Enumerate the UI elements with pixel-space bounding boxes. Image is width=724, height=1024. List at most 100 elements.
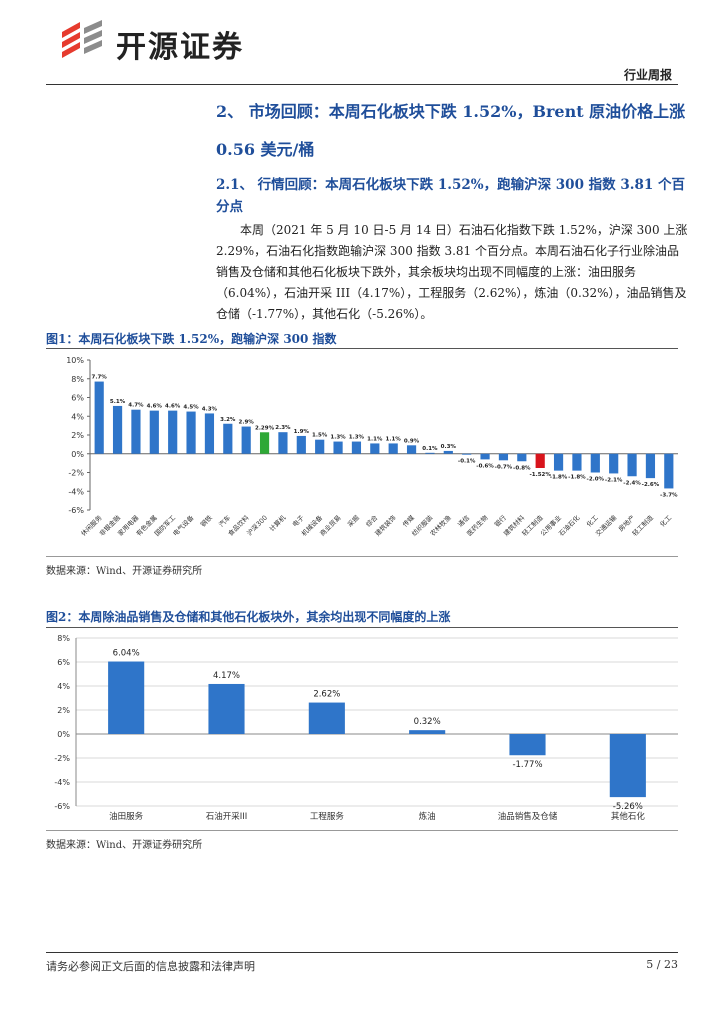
bar — [425, 452, 435, 454]
data-label: -0.6% — [476, 463, 494, 469]
bar — [409, 730, 446, 734]
bar — [208, 683, 245, 734]
footer-rule — [46, 952, 678, 953]
y-tick-label: 2% — [71, 431, 84, 440]
figure2-chart: 8% 6% 4% 2% 0% -2% -4% -6% 6.04% 油田服务 4.17% 石油开采III… — [54, 634, 678, 822]
figure2-title: 图2：本周除油品销售及仓储和其他石化板块外，其余均出现不同幅度的上涨 — [46, 610, 451, 624]
data-label: 1.3% — [349, 435, 365, 441]
bar — [553, 453, 564, 471]
x-tick-label: 银行 — [492, 513, 508, 529]
bar — [333, 441, 343, 454]
data-label: 1.1% — [386, 436, 402, 442]
paragraph-line: 仓储（-1.77%），其他石化（-5.26%）。 — [216, 307, 433, 321]
x-tick-label: 建筑装饰 — [373, 513, 398, 538]
figure2-rule — [46, 627, 678, 628]
x-tick-label: 石油石化 — [557, 513, 582, 538]
x-tick-label: 钢铁 — [198, 513, 214, 529]
x-tick-label: 交通运输 — [593, 513, 618, 538]
bar — [590, 453, 600, 473]
figure1-title: 图1：本周石化板块下跌 1.52%，跑输沪深 300 指数 — [46, 332, 337, 346]
data-label: -1.8% — [550, 475, 568, 481]
section-title-line1: 2、 市场回顾：本周石化板块下跌 1.52%，Brent 原油价格上涨 — [216, 102, 686, 121]
paragraph-line: 本周（2021 年 5 月 10 日-5 月 14 日）石油石化指数下跌 1.5… — [240, 223, 688, 237]
data-label: 4.5% — [183, 405, 199, 411]
header-rule — [46, 84, 678, 85]
bar — [664, 453, 674, 489]
bar — [535, 453, 545, 468]
data-label: 0.9% — [404, 438, 420, 444]
body-paragraph: 本周（2021 年 5 月 10 日-5 月 14 日）石油石化指数下跌 1.5… — [216, 220, 688, 325]
x-tick-label: 化工 — [584, 513, 600, 529]
page-number: 5 / 23 — [646, 958, 678, 971]
bar — [112, 405, 123, 454]
figure1-source: 数据来源：Wind、开源证券研究所 — [46, 566, 203, 577]
logo-name: 开源证券 — [116, 30, 244, 65]
bar — [259, 432, 270, 454]
figure1-rule — [46, 348, 678, 349]
x-tick-label: 综合 — [364, 513, 380, 529]
data-label: 6.04% — [113, 649, 140, 659]
section-title-cont: 0.56 美元/桶 — [216, 136, 314, 160]
data-label: -2.4% — [623, 480, 641, 486]
y-tick-label: 4% — [57, 682, 70, 691]
x-tick-label: 油品销售及仓储 — [498, 811, 558, 822]
bar — [509, 734, 546, 756]
data-label: -2.1% — [605, 477, 623, 483]
y-tick-label: 10% — [66, 356, 84, 365]
bar — [223, 423, 233, 454]
x-tick-label: 计算机 — [267, 513, 288, 534]
data-label: 3.2% — [220, 417, 236, 423]
section-title: 2、 市场回顾：本周石化板块下跌 1.52%，Brent 原油价格上涨 — [216, 98, 685, 122]
y-tick-label: 0% — [71, 450, 84, 459]
data-label: -1.52% — [530, 472, 552, 478]
x-tick-label: 通信 — [456, 513, 472, 529]
y-tick-label: 4% — [71, 412, 84, 421]
bar — [131, 409, 141, 454]
y-tick-label: -2% — [68, 469, 84, 478]
data-label: 1.9% — [294, 429, 310, 435]
data-label: 4.6% — [165, 404, 181, 410]
data-label: -1.77% — [512, 760, 542, 770]
data-label: -0.7% — [495, 464, 513, 470]
data-label: 4.3% — [202, 406, 218, 412]
bar — [480, 453, 490, 460]
bar — [168, 410, 178, 454]
bar — [572, 453, 582, 471]
bar — [443, 450, 453, 454]
data-label: -0.8% — [513, 465, 531, 471]
y-tick-label: 0% — [57, 730, 70, 739]
x-tick-label: 农林牧渔 — [428, 513, 453, 538]
x-tick-label: 化工 — [658, 513, 674, 529]
y-tick-label: 2% — [57, 706, 70, 715]
bar — [609, 453, 619, 474]
data-label: -3.7% — [660, 492, 678, 498]
report-type: 行业周报 — [623, 68, 672, 82]
bar — [108, 661, 145, 734]
bar — [609, 734, 646, 798]
figure2-source: 数据来源：Wind、开源证券研究所 — [46, 840, 203, 851]
data-label: 0.1% — [422, 446, 438, 452]
x-tick-label: 炼油 — [419, 811, 436, 822]
bar — [315, 439, 325, 454]
y-tick-label: 6% — [57, 658, 70, 667]
x-tick-label: 电子 — [290, 513, 306, 529]
x-tick-label: 工程服务 — [310, 811, 345, 822]
data-label: 4.17% — [213, 671, 240, 681]
x-tick-label: 电气设备 — [171, 513, 196, 538]
y-tick-label: -2% — [54, 754, 70, 763]
bar — [406, 445, 417, 454]
data-label: -2.6% — [642, 482, 660, 488]
data-label: 1.3% — [330, 435, 346, 441]
y-tick-label: -4% — [54, 778, 70, 787]
bar — [296, 435, 306, 454]
y-tick-label: 8% — [71, 375, 84, 384]
y-tick-label: -4% — [68, 487, 84, 496]
subsection-title: 2.1、 行情回顾：本周石化板块下跌 1.52%，跑输沪深 300 指数 3.8… — [216, 174, 686, 218]
bar — [462, 453, 472, 455]
footer-disclaimer: 请务必参阅正文后面的信息披露和法律声明 — [46, 960, 255, 973]
data-label: 2.62% — [313, 690, 340, 700]
data-label: 2.29% — [255, 425, 275, 431]
bar — [498, 453, 509, 461]
y-tick-label: 6% — [71, 394, 84, 403]
data-label: -1.8% — [568, 475, 586, 481]
